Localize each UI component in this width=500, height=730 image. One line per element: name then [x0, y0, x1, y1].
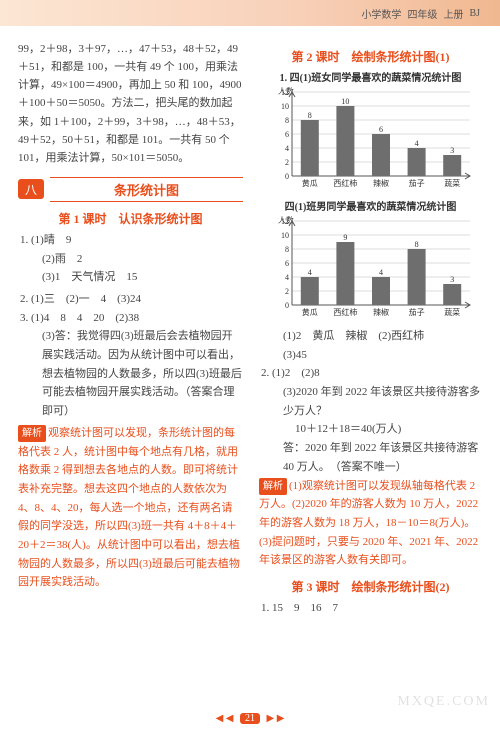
svg-text:8: 8 — [414, 240, 418, 249]
r-q3-1: 1. 15 9 16 7 — [261, 599, 482, 618]
q1: 1. (1)晴 9 (2)雨 2 (3)1 天气情况 15 — [18, 231, 243, 287]
footer-right-arrows: ▶ ▶ — [267, 713, 285, 724]
header-code: BJ — [469, 8, 480, 19]
svg-text:4: 4 — [414, 139, 418, 148]
q2: 2. (1)三 (2)一 4 (3)24 — [20, 290, 243, 309]
analysis-label-icon-2: 解析 — [259, 478, 287, 495]
left-column: 99，2＋98，3＋97，…，47＋53，48＋52，49＋51，和都是 100… — [18, 40, 243, 618]
svg-text:2: 2 — [285, 158, 289, 167]
watermark: MXQE.COM — [397, 694, 490, 710]
footer-left-arrows: ◀ ◀ — [216, 713, 234, 724]
analysis-label-icon: 解析 — [18, 425, 46, 442]
unit-heading: 八 条形统计图 — [18, 177, 243, 202]
chart2-svg: 024681012人数4黄瓜9西红柿4辣椒8茄子3蔬菜 — [266, 215, 476, 323]
svg-text:茄子: 茄子 — [408, 307, 424, 317]
lesson-3-title: 第 3 课时 绘制条形统计图(2) — [259, 578, 482, 595]
left-analysis: 解析观察统计图可以发现，条形统计图的每格代表 2 人，统计图中每个地点有几格，就… — [18, 424, 243, 592]
r-q2-b: (3)2020 年到 2022 年该景区共接待游客多少万人？ — [261, 383, 482, 420]
chart2: 024681012人数4黄瓜9西红柿4辣椒8茄子3蔬菜 — [266, 215, 476, 323]
chart1-title: 1. 四(1)班女同学最喜欢的蔬菜情况统计图 — [259, 69, 482, 84]
right-analysis: 解析(1)观察统计图可以发现纵轴每格代表 2 万人。(2)2020 年的游客人数… — [259, 477, 482, 570]
svg-text:10: 10 — [281, 231, 289, 240]
svg-text:10: 10 — [281, 102, 289, 111]
svg-text:蔬菜: 蔬菜 — [444, 307, 460, 317]
svg-text:6: 6 — [379, 125, 383, 134]
q3-a: (1)4 8 4 20 (2)38 — [31, 312, 139, 324]
svg-text:4: 4 — [285, 273, 289, 282]
r-q1-a: (1)2 黄瓜 辣椒 (2)西红柿 — [261, 327, 482, 346]
r-q2-d: 答：2020 年到 2022 年该景区共接待游客 40 万人。 （答案不唯一） — [261, 439, 482, 476]
svg-text:4: 4 — [307, 268, 311, 277]
svg-text:西红柿: 西红柿 — [333, 178, 357, 188]
lesson-1-title: 第 1 课时 认识条形统计图 — [18, 210, 243, 227]
left-analysis-text: 观察统计图可以发现，条形统计图的每格代表 2 人，统计图中每个地点有几格，就用格… — [18, 427, 240, 589]
chart1: 024681012人数8黄瓜10西红柿6辣椒4茄子3蔬菜 — [266, 86, 476, 194]
right-column: 第 2 课时 绘制条形统计图(1) 1. 四(1)班女同学最喜欢的蔬菜情况统计图… — [259, 40, 482, 618]
svg-text:8: 8 — [285, 116, 289, 125]
chart1-svg: 024681012人数8黄瓜10西红柿6辣椒4茄子3蔬菜 — [266, 86, 476, 194]
q3-num: 3. — [20, 312, 28, 324]
page-number: 21 — [240, 713, 260, 724]
svg-text:9: 9 — [343, 233, 347, 242]
q3: 3. (1)4 8 4 20 (2)38 (3)答：我觉得四(3)班最后会去植物… — [18, 309, 243, 421]
svg-text:10: 10 — [341, 97, 349, 106]
svg-text:4: 4 — [379, 268, 383, 277]
chart2-title: 四(1)班男同学最喜欢的蔬菜情况统计图 — [259, 198, 482, 213]
svg-text:6: 6 — [285, 259, 289, 268]
q1-num: 1. — [20, 234, 28, 246]
continuation-paragraph: 99，2＋98，3＋97，…，47＋53，48＋52，49＋51，和都是 100… — [18, 40, 243, 167]
svg-text:4: 4 — [285, 144, 289, 153]
svg-text:茄子: 茄子 — [408, 178, 424, 188]
unit-badge: 八 — [18, 179, 44, 199]
unit-title: 条形统计图 — [50, 177, 243, 202]
svg-text:8: 8 — [307, 111, 311, 120]
svg-text:3: 3 — [450, 275, 454, 284]
svg-text:辣椒: 辣椒 — [373, 307, 389, 317]
r-q2-c: 10＋12＋18＝40(万人) — [261, 420, 482, 439]
body: 99，2＋98，3＋97，…，47＋53，48＋52，49＋51，和都是 100… — [0, 26, 500, 618]
svg-text:西红柿: 西红柿 — [333, 307, 357, 317]
q3-b: (3)答：我觉得四(3)班最后会去植物园开展实践活动。因为从统计图中可以看出，想… — [20, 327, 243, 420]
header-grade: 四年级 — [407, 6, 437, 21]
right-analysis-text: (1)观察统计图可以发现纵轴每格代表 2 万人。(2)2020 年的游客人数为 … — [259, 480, 478, 567]
header-vol: 上册 — [443, 6, 463, 21]
r-q1-b: (3)45 — [261, 346, 482, 365]
r-q2-a: 2. (1)2 (2)8 — [261, 364, 482, 383]
svg-text:3: 3 — [450, 146, 454, 155]
svg-text:0: 0 — [285, 172, 289, 181]
svg-text:6: 6 — [285, 130, 289, 139]
svg-text:辣椒: 辣椒 — [373, 178, 389, 188]
svg-text:黄瓜: 黄瓜 — [301, 178, 317, 188]
svg-text:蔬菜: 蔬菜 — [444, 178, 460, 188]
q1-a: (1)晴 9 — [31, 234, 71, 246]
header-subject: 小学数学 — [361, 6, 401, 21]
svg-text:黄瓜: 黄瓜 — [301, 307, 317, 317]
q1-c: (3)1 天气情况 15 — [20, 268, 243, 287]
page-header: 小学数学 四年级 上册 BJ — [0, 0, 500, 26]
svg-text:0: 0 — [285, 301, 289, 310]
svg-text:2: 2 — [285, 287, 289, 296]
svg-text:8: 8 — [285, 245, 289, 254]
q1-b: (2)雨 2 — [20, 250, 243, 269]
page-footer: ◀ ◀ 21 ▶ ▶ — [0, 713, 500, 724]
lesson-2-title: 第 2 课时 绘制条形统计图(1) — [259, 48, 482, 65]
